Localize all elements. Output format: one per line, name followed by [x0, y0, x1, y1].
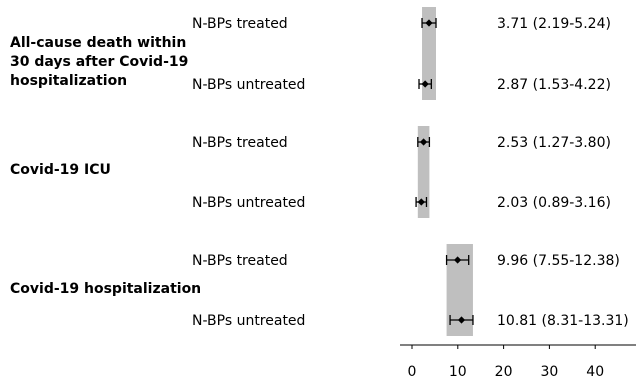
group-label: 30 days after Covid-19	[10, 54, 188, 70]
estimate-marker	[425, 19, 433, 27]
value-label: 3.71 (2.19-5.24)	[497, 16, 611, 32]
row-label: N-BPs untreated	[192, 195, 305, 211]
group-label: hospitalization	[10, 73, 127, 89]
x-tick-label: 20	[495, 364, 513, 380]
row-label: N-BPs treated	[192, 16, 288, 32]
value-label: 9.96 (7.55-12.38)	[497, 253, 620, 269]
group-label: Covid-19 ICU	[10, 162, 111, 178]
estimate-marker	[417, 198, 425, 206]
x-tick-label: 40	[586, 364, 604, 380]
group-label: Covid-19 hospitalization	[10, 281, 201, 297]
group-label: All-cause death within	[10, 35, 186, 51]
value-label: 2.03 (0.89-3.16)	[497, 195, 611, 211]
estimate-marker	[419, 138, 428, 146]
row-label: N-BPs treated	[192, 135, 288, 151]
estimate-marker	[454, 256, 462, 264]
x-tick-label: 10	[449, 364, 467, 380]
value-label: 2.87 (1.53-4.22)	[497, 77, 611, 93]
estimate-marker	[457, 316, 466, 324]
row-label: N-BPs untreated	[192, 77, 305, 93]
x-tick-label: 0	[408, 364, 417, 380]
value-label: 2.53 (1.27-3.80)	[497, 135, 611, 151]
ci-band	[422, 7, 436, 100]
ci-band	[417, 126, 430, 218]
row-label: N-BPs untreated	[192, 313, 305, 329]
row-label: N-BPs treated	[192, 253, 288, 269]
estimate-marker	[421, 80, 429, 88]
value-label: 10.81 (8.31-13.31)	[497, 313, 629, 329]
x-tick-label: 30	[540, 364, 558, 380]
